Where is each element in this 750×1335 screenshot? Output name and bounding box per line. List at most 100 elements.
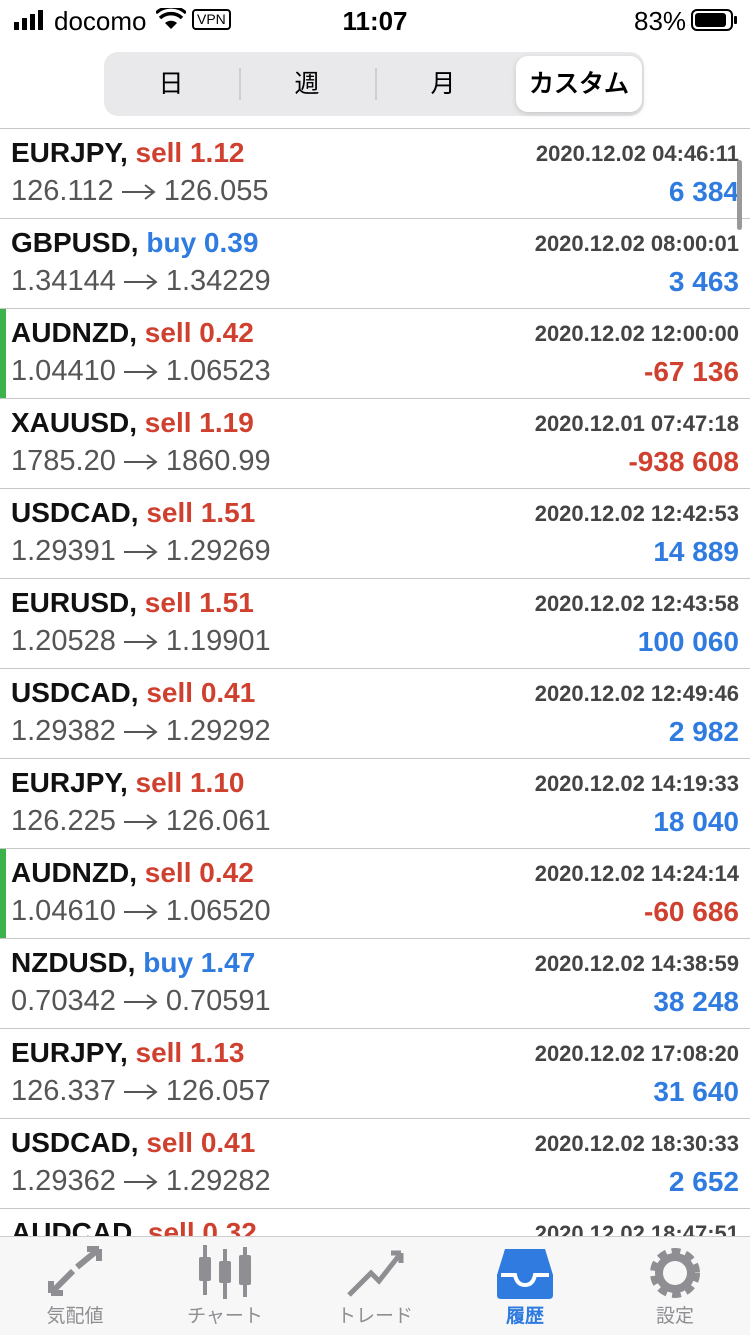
- tab-label: 設定: [655, 1306, 694, 1327]
- settings-icon: [650, 1248, 700, 1298]
- open-price: 1.29382: [11, 715, 116, 747]
- segment[interactable]: 日: [158, 70, 184, 98]
- arrow-icon: [123, 453, 158, 470]
- profit: 38 248: [653, 986, 739, 1017]
- trade-time: 2020.12.02 17:08:20: [534, 1041, 739, 1066]
- side: sell: [144, 587, 192, 618]
- trade-header: AUDCAD, sell 0.32: [11, 1217, 257, 1237]
- profit: 6 384: [668, 176, 739, 207]
- trade-time: 2020.12.02 12:49:46: [534, 681, 739, 706]
- open-price: 1785.20: [11, 445, 116, 477]
- profit: 3 463: [668, 266, 739, 297]
- battery-level: 83%: [634, 6, 687, 36]
- trade-time: 2020.12.02 18:47:51: [534, 1221, 739, 1237]
- prices: 1.29382 1.29292: [11, 715, 271, 748]
- side: buy: [146, 227, 197, 258]
- lots: 0.39: [203, 227, 259, 258]
- row-marker: [0, 309, 6, 398]
- tab-history[interactable]: 履歴: [450, 1237, 600, 1335]
- close-price: 0.70591: [165, 985, 271, 1017]
- open-price: 1.29391: [11, 535, 116, 567]
- profit: -60 686: [644, 896, 739, 927]
- segment[interactable]: カスタム: [516, 56, 642, 112]
- trade-row[interactable]: EURJPY, sell 1.12 2020.12.02 04:46:11 126.…: [0, 129, 750, 219]
- arrow-icon: [123, 1173, 158, 1190]
- chart-icon: [199, 1245, 251, 1299]
- side: sell: [146, 677, 194, 708]
- arrow-icon: [123, 993, 158, 1010]
- trade-header: NZDUSD, buy 1.47: [11, 947, 255, 979]
- side: buy: [143, 947, 194, 978]
- tab-chart[interactable]: チャート: [150, 1237, 300, 1335]
- close-price: 126.055: [163, 175, 269, 207]
- trade-row[interactable]: GBPUSD, buy 0.39 2020.12.02 08:00:01 1.341…: [0, 219, 750, 309]
- prices: 126.225 126.061: [11, 805, 271, 838]
- lots: 0.42: [199, 857, 254, 888]
- open-price: 1.04410: [11, 355, 116, 387]
- trade-header: EURJPY, sell 1.10: [11, 767, 244, 799]
- segment[interactable]: 週: [294, 70, 320, 98]
- lots: 1.51: [199, 587, 254, 618]
- side: sell: [146, 1127, 194, 1158]
- trade-row[interactable]: AUDCAD, sell 0.32 2020.12.02 18:47:51: [0, 1209, 750, 1237]
- symbol: USDCAD,: [11, 497, 139, 528]
- arrow-icon: [123, 273, 158, 290]
- symbol: EURJPY,: [11, 137, 128, 168]
- trade-icon: [347, 1250, 404, 1297]
- trade-header: EURUSD, sell 1.51: [11, 587, 254, 619]
- open-price: 1.04610: [11, 895, 116, 927]
- status-bar: docomo VPN 11:07 83%: [0, 0, 750, 40]
- trade-time: 2020.12.02 14:19:33: [534, 771, 739, 796]
- trade-row[interactable]: XAUUSD, sell 1.19 2020.12.01 07:47:18 1785…: [0, 399, 750, 489]
- tab-label: チャート: [187, 1306, 263, 1327]
- prices: 0.70342 0.70591: [11, 985, 271, 1018]
- tab-settings[interactable]: 設定: [600, 1237, 750, 1335]
- period-selector: 日 週 月 カスタム: [104, 52, 644, 116]
- lots: 0.41: [200, 1127, 256, 1158]
- trade-time: 2020.12.02 14:38:59: [534, 951, 739, 976]
- arrow-icon: [123, 363, 158, 380]
- trade-row[interactable]: USDCAD, sell 1.51 2020.12.02 12:42:53 1.29…: [0, 489, 750, 579]
- trade-time: 2020.12.02 12:43:58: [534, 591, 739, 616]
- profit: -938 608: [628, 446, 739, 477]
- trade-row[interactable]: AUDNZD, sell 0.42 2020.12.02 12:00:00 1.04…: [0, 309, 750, 399]
- trade-row[interactable]: NZDUSD, buy 1.47 2020.12.02 14:38:59 0.703…: [0, 939, 750, 1029]
- profit: 18 040: [653, 806, 739, 837]
- trade-header: EURJPY, sell 1.13: [11, 1037, 244, 1069]
- trade-row[interactable]: AUDNZD, sell 0.42 2020.12.02 14:24:14 1.04…: [0, 849, 750, 939]
- side: sell: [147, 1217, 195, 1237]
- symbol: EURUSD,: [11, 587, 138, 618]
- lots: 1.10: [189, 767, 245, 798]
- trade-header: GBPUSD, buy 0.39: [11, 227, 258, 259]
- tab-quotes[interactable]: 気配値: [0, 1237, 150, 1335]
- lots: 0.41: [200, 677, 256, 708]
- open-price: 126.337: [11, 1075, 116, 1107]
- history-icon: [497, 1249, 553, 1299]
- prices: 1.20528 1.19901: [11, 625, 271, 658]
- close-price: 1.34229: [165, 265, 271, 297]
- trade-row[interactable]: EURUSD, sell 1.51 2020.12.02 12:43:58 1.20…: [0, 579, 750, 669]
- close-price: 1860.99: [165, 445, 271, 477]
- trade-time: 2020.12.02 12:00:00: [534, 321, 739, 346]
- profit: 100 060: [637, 626, 739, 657]
- tab-trade[interactable]: トレード: [300, 1237, 450, 1335]
- open-price: 126.225: [11, 805, 116, 837]
- battery-icon: [691, 9, 737, 31]
- open-price: 126.112: [11, 175, 114, 207]
- profit: 2 652: [668, 1166, 739, 1197]
- lots: 1.12: [189, 137, 245, 168]
- vpn-badge: VPN: [192, 9, 231, 30]
- segment-divider: [375, 68, 377, 100]
- close-price: 126.061: [165, 805, 271, 837]
- close-price: 1.06523: [165, 355, 271, 387]
- signal-icon: [14, 10, 43, 30]
- trade-row[interactable]: USDCAD, sell 0.41 2020.12.02 18:30:33 1.29…: [0, 1119, 750, 1209]
- segment[interactable]: 月: [430, 70, 456, 98]
- trade-row[interactable]: EURJPY, sell 1.10 2020.12.02 14:19:33 126.…: [0, 759, 750, 849]
- trade-row[interactable]: USDCAD, sell 0.41 2020.12.02 12:49:46 1.29…: [0, 669, 750, 759]
- trade-row[interactable]: EURJPY, sell 1.13 2020.12.02 17:08:20 126.…: [0, 1029, 750, 1119]
- tab-bar: 気配値 チャート トレード 履歴 設定: [0, 1236, 750, 1335]
- tab-label: 履歴: [505, 1306, 544, 1327]
- trade-time: 2020.12.01 07:47:18: [534, 411, 739, 436]
